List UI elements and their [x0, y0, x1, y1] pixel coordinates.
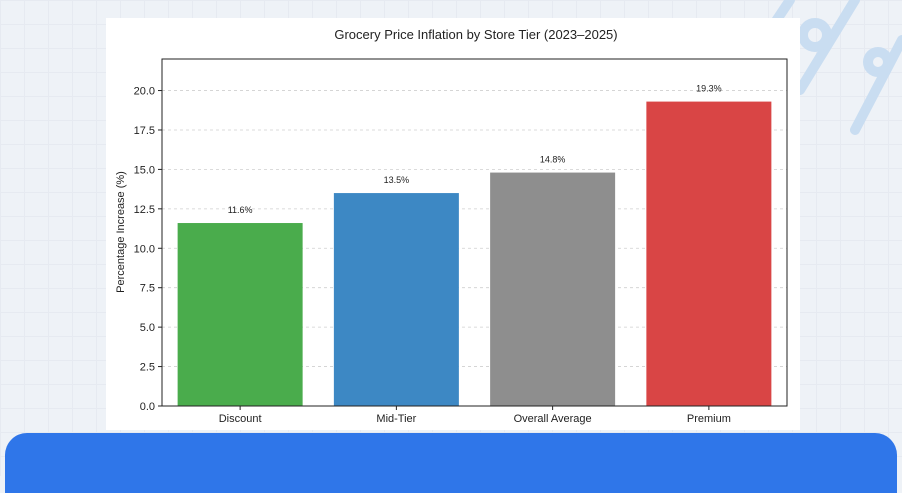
bars-group: [177, 101, 772, 406]
y-tick-label: 12.5: [134, 204, 155, 216]
bar-value-label: 13.5%: [384, 175, 410, 185]
y-tick-label: 20.0: [134, 86, 155, 98]
y-tick-label: 5.0: [140, 322, 155, 334]
bar-mid-tier: [333, 193, 459, 406]
x-tick-label: Mid-Tier: [376, 413, 416, 425]
bar-chart: Grocery Price Inflation by Store Tier (2…: [115, 27, 788, 425]
bar-overall-average: [490, 172, 616, 406]
plot-frame: [161, 58, 788, 407]
chart-panel: Grocery Price Inflation by Store Tier (2…: [106, 18, 800, 430]
bar-discount: [177, 223, 303, 406]
y-tick-label: 10.0: [134, 243, 155, 255]
bar-value-label: 14.8%: [540, 155, 566, 165]
y-axis-ticks: 0.0 2.5 5.0 7.5 10.0 12.5 15.0 17.5 20.0: [134, 86, 162, 413]
y-axis-label: Percentage Increase (%): [115, 171, 127, 293]
y-tick-label: 17.5: [134, 125, 155, 137]
y-tick-label: 2.5: [140, 362, 155, 374]
chart-title: Grocery Price Inflation by Store Tier (2…: [334, 27, 617, 42]
bar-labels-group: 11.6% 13.5% 14.8% 19.3%: [228, 84, 722, 215]
bar-value-label: 11.6%: [228, 205, 253, 215]
x-tick-label: Overall Average: [514, 413, 592, 425]
bar-value-label: 19.3%: [696, 84, 722, 94]
x-tick-label: Discount: [219, 413, 262, 425]
y-tick-label: 0.0: [140, 401, 155, 413]
x-tick-label: Premium: [687, 413, 731, 425]
y-tick-label: 7.5: [140, 283, 155, 295]
y-tick-label: 15.0: [134, 164, 155, 176]
bottom-banner: [5, 433, 897, 493]
bar-premium: [646, 101, 772, 406]
x-axis-ticks: Discount Mid-Tier Overall Average Premium: [219, 406, 731, 425]
